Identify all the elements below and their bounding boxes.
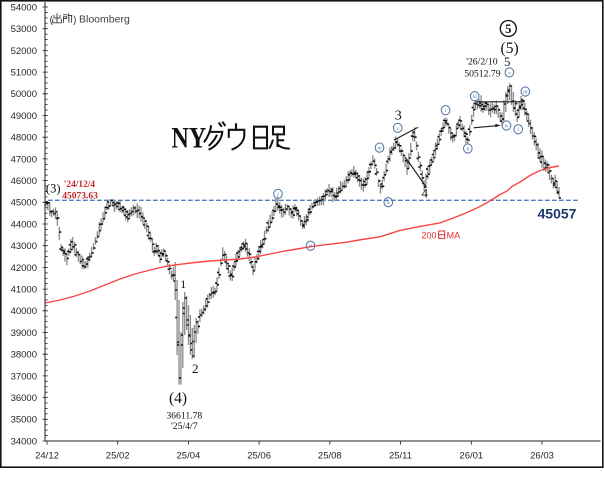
svg-text:MA: MA — [447, 231, 461, 241]
svg-text:iv: iv — [505, 123, 509, 129]
svg-text:44000: 44000 — [11, 219, 37, 230]
svg-text:53000: 53000 — [11, 24, 37, 35]
svg-text:'26/2/10: '26/2/10 — [466, 57, 498, 68]
svg-text:25/02: 25/02 — [106, 451, 130, 462]
svg-text:'24/12/4: '24/12/4 — [64, 180, 96, 190]
svg-text:4: 4 — [422, 186, 429, 201]
svg-text:i: i — [517, 127, 519, 133]
svg-text:25/06: 25/06 — [247, 451, 271, 462]
svg-text:38000: 38000 — [11, 350, 37, 361]
svg-text:46000: 46000 — [11, 176, 37, 187]
svg-text:25/04: 25/04 — [177, 451, 201, 462]
svg-text:40000: 40000 — [11, 306, 37, 317]
svg-text:NY: NY — [172, 121, 207, 154]
svg-text:26/01: 26/01 — [459, 451, 483, 462]
svg-text:50512.79: 50512.79 — [464, 69, 500, 80]
svg-text:47000: 47000 — [11, 154, 37, 165]
svg-text:49000: 49000 — [11, 111, 37, 122]
svg-text:36000: 36000 — [11, 393, 37, 404]
svg-text:v: v — [508, 70, 511, 76]
svg-text:iv: iv — [386, 200, 390, 206]
svg-text:26/03: 26/03 — [530, 451, 554, 462]
svg-text:Bloomberg: Bloomberg — [79, 14, 130, 26]
svg-text:45000: 45000 — [11, 198, 37, 209]
svg-text:35000: 35000 — [11, 415, 37, 426]
svg-text:iii: iii — [523, 89, 528, 95]
svg-text:54000: 54000 — [11, 2, 37, 13]
svg-text:(: ( — [50, 14, 54, 26]
svg-text:): ) — [73, 14, 77, 26]
svg-text:1: 1 — [180, 277, 186, 291]
svg-text:(3): (3) — [46, 181, 61, 195]
svg-text:iii: iii — [377, 146, 382, 152]
svg-text:i: i — [445, 108, 447, 114]
svg-text:39000: 39000 — [11, 328, 37, 339]
svg-text:48000: 48000 — [11, 133, 37, 144]
svg-text:iii: iii — [473, 94, 478, 100]
svg-text:42000: 42000 — [11, 263, 37, 274]
svg-text:v: v — [397, 126, 400, 132]
svg-text:25/08: 25/08 — [318, 451, 342, 462]
svg-text:i: i — [277, 192, 279, 198]
svg-text:5: 5 — [504, 55, 510, 69]
svg-text:24/12: 24/12 — [35, 451, 59, 462]
svg-text:(4): (4) — [169, 390, 187, 407]
svg-text:51000: 51000 — [11, 68, 37, 79]
svg-text:5: 5 — [505, 22, 511, 36]
svg-text:25/11: 25/11 — [389, 451, 412, 462]
svg-text:3: 3 — [395, 109, 402, 124]
svg-text:200: 200 — [422, 231, 437, 241]
svg-text:41000: 41000 — [11, 285, 37, 296]
svg-text:'25/4/7: '25/4/7 — [171, 421, 198, 432]
svg-text:(5): (5) — [501, 40, 519, 57]
svg-text:ii: ii — [466, 146, 469, 152]
svg-text:36611.78: 36611.78 — [166, 411, 202, 422]
svg-text:2: 2 — [192, 361, 199, 376]
svg-text:45057: 45057 — [538, 206, 577, 222]
svg-text:52000: 52000 — [11, 46, 37, 57]
svg-text:ii: ii — [309, 244, 312, 250]
svg-text:34000: 34000 — [11, 436, 37, 447]
svg-text:43000: 43000 — [11, 241, 37, 252]
svg-text:37000: 37000 — [11, 371, 37, 382]
svg-text:50000: 50000 — [11, 89, 37, 100]
svg-text:45073.63: 45073.63 — [62, 191, 98, 201]
